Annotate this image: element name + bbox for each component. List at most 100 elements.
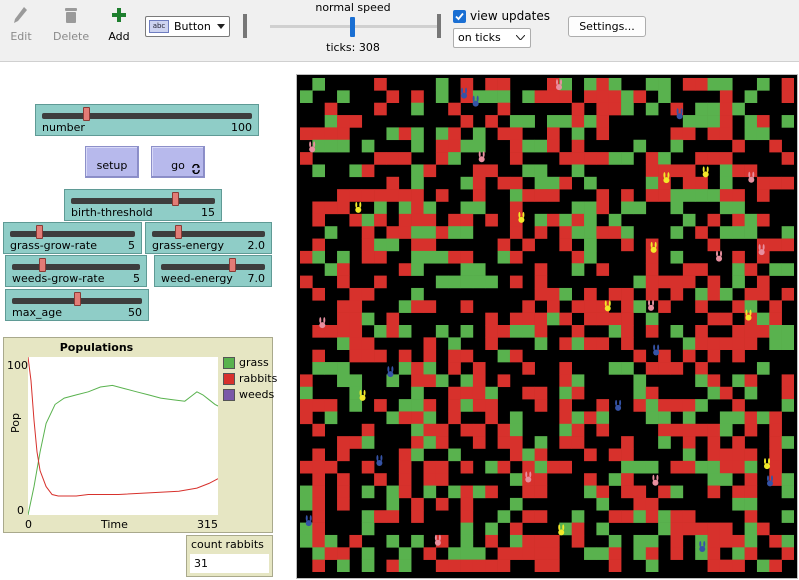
patch <box>300 90 313 103</box>
patch <box>460 213 474 227</box>
patch <box>547 127 560 141</box>
slider-birth-threshold[interactable]: birth-threshold 15 <box>64 189 222 221</box>
patch <box>682 275 696 289</box>
patch <box>596 78 610 91</box>
go-button[interactable]: go <box>151 146 205 178</box>
patch <box>448 411 461 425</box>
patch <box>670 164 684 178</box>
slider-number[interactable]: number 100 <box>35 104 259 136</box>
widget-type-select[interactable]: abc Button <box>145 16 230 37</box>
patch <box>423 201 437 215</box>
slider-thumb[interactable] <box>73 292 81 306</box>
patch <box>732 275 745 289</box>
patch <box>719 164 733 178</box>
patch <box>497 436 511 449</box>
patch <box>460 263 474 276</box>
slider-name: max_age <box>12 306 62 319</box>
patch <box>645 399 659 412</box>
slider-thumb[interactable] <box>38 258 46 272</box>
patch <box>460 275 474 289</box>
patch <box>398 201 412 215</box>
patch <box>534 189 548 202</box>
patch <box>707 386 721 400</box>
patch <box>571 374 585 388</box>
patch <box>584 485 597 499</box>
patch <box>633 386 647 400</box>
view-updates-checkbox[interactable] <box>453 10 466 23</box>
add-button[interactable]: Add <box>106 6 132 43</box>
patch <box>670 139 684 153</box>
patch <box>707 349 721 363</box>
patch <box>781 534 794 548</box>
patch <box>361 522 375 536</box>
patch <box>361 287 375 301</box>
patch <box>349 386 363 400</box>
patch <box>534 139 548 153</box>
patch <box>670 423 684 437</box>
patch <box>411 164 424 178</box>
slider-grass-grow-rate[interactable]: grass-grow-rate 5 <box>3 222 142 254</box>
patch <box>744 547 758 560</box>
patch <box>707 189 721 202</box>
patch <box>497 78 511 91</box>
patch <box>695 423 708 437</box>
setup-button[interactable]: setup <box>85 146 139 178</box>
patch <box>423 485 437 499</box>
patch <box>534 263 548 276</box>
patch <box>732 250 745 264</box>
patch <box>300 460 313 474</box>
world-view[interactable] <box>296 74 798 579</box>
slider-grass-energy[interactable]: grass-energy 2.0 <box>145 222 272 254</box>
slider-thumb[interactable] <box>82 107 90 121</box>
slider-weed-energy[interactable]: weed-energy 7.0 <box>154 255 272 287</box>
patch <box>596 423 610 437</box>
patch <box>411 127 424 141</box>
patch <box>596 102 610 116</box>
patch <box>719 460 733 474</box>
patch <box>522 90 535 103</box>
settings-button[interactable]: Settings... <box>568 16 646 37</box>
slider-value: 7.0 <box>247 272 266 285</box>
patch <box>596 399 610 412</box>
patch <box>300 386 313 400</box>
patch <box>423 164 437 178</box>
patch <box>695 189 708 202</box>
slider-thumb[interactable] <box>175 225 183 239</box>
patch <box>682 510 696 523</box>
patch <box>312 473 325 486</box>
patch <box>547 115 560 128</box>
patch <box>547 176 560 190</box>
patch <box>361 547 375 560</box>
slider-thumb[interactable] <box>228 258 236 272</box>
patch <box>312 448 325 462</box>
patch <box>744 497 758 511</box>
rabbit-turtle <box>309 141 316 153</box>
patch <box>756 411 770 425</box>
patch <box>670 201 684 215</box>
slider-max-age[interactable]: max_age 50 <box>5 289 149 321</box>
edit-button[interactable]: Edit <box>8 6 34 43</box>
update-mode-select[interactable]: on ticks <box>453 28 531 48</box>
delete-button[interactable]: Delete <box>53 6 89 43</box>
slider-weeds-grow-rate[interactable]: weeds-grow-rate 5 <box>5 255 147 287</box>
patch <box>682 213 696 227</box>
patch <box>633 497 647 511</box>
patch <box>460 349 474 363</box>
patch <box>411 226 424 239</box>
patch <box>571 115 585 128</box>
patch <box>522 534 535 548</box>
slider-thumb[interactable] <box>172 192 180 206</box>
patch <box>337 362 350 375</box>
slider-thumb[interactable] <box>35 225 43 239</box>
patch <box>361 189 375 202</box>
patch <box>312 460 325 474</box>
patch <box>707 436 721 449</box>
patch <box>658 78 671 91</box>
patch <box>534 448 548 462</box>
speed-slider-thumb[interactable] <box>350 17 355 37</box>
patch <box>781 152 794 165</box>
patch <box>756 189 770 202</box>
patch <box>707 534 721 548</box>
patch <box>522 547 535 560</box>
patch <box>707 460 721 474</box>
